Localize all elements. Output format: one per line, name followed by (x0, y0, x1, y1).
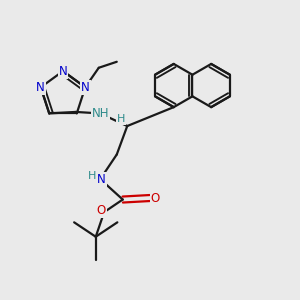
Text: O: O (151, 191, 160, 205)
Text: H: H (88, 171, 96, 181)
Text: O: O (97, 204, 106, 217)
Text: N: N (81, 81, 90, 94)
Text: N: N (98, 172, 106, 186)
Text: N: N (58, 64, 68, 78)
Text: N: N (36, 81, 45, 94)
Text: H: H (116, 114, 125, 124)
Text: NH: NH (92, 107, 109, 120)
